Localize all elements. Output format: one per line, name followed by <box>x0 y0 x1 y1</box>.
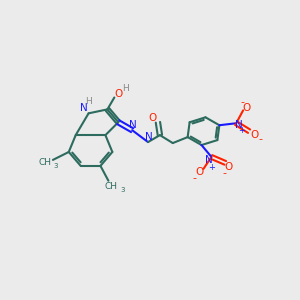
Text: N: N <box>235 120 243 130</box>
Text: O: O <box>250 130 258 140</box>
Text: -: - <box>222 168 226 178</box>
Text: +: + <box>208 163 215 172</box>
Text: O: O <box>114 88 122 98</box>
Text: CH: CH <box>105 182 118 191</box>
Text: 3: 3 <box>120 187 125 193</box>
Text: -: - <box>193 173 196 183</box>
Text: N: N <box>145 132 153 142</box>
Text: CH: CH <box>38 158 52 167</box>
Text: O: O <box>242 103 250 113</box>
Text: O: O <box>149 113 157 123</box>
Text: H: H <box>122 84 129 93</box>
Text: -: - <box>258 134 262 144</box>
Text: -: - <box>240 98 244 107</box>
Text: O: O <box>195 167 204 177</box>
Text: N: N <box>205 155 212 165</box>
Text: O: O <box>224 162 232 172</box>
Text: N: N <box>129 120 137 130</box>
Text: +: + <box>238 126 244 135</box>
Text: N: N <box>80 103 88 113</box>
Text: 3: 3 <box>54 163 58 169</box>
Text: H: H <box>85 97 92 106</box>
